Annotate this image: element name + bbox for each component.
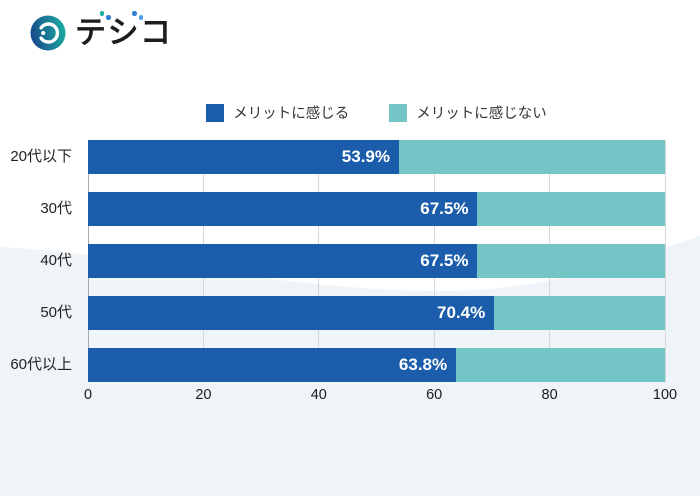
logo-char-ko: コ — [140, 15, 173, 50]
x-tick-label: 20 — [195, 387, 212, 403]
category-label: 50代 — [40, 304, 72, 321]
bar-segment-no-merit — [399, 140, 665, 174]
dakuten-dots-icon — [99, 11, 113, 21]
bar-row: 20代以下 53.9% — [0, 140, 700, 174]
bar-segment-merit: 67.5% — [88, 244, 478, 278]
bar-track: 67.5% — [88, 244, 665, 278]
x-tick-label: 40 — [310, 387, 327, 403]
x-tick-label: 80 — [541, 387, 558, 403]
bar-track: 67.5% — [88, 192, 665, 226]
category-label: 40代 — [40, 252, 72, 269]
dakuten-dots-icon — [132, 11, 145, 21]
bar-segment-no-merit — [456, 348, 665, 382]
category-label: 30代 — [40, 200, 72, 217]
bar-track: 63.8% — [88, 348, 665, 382]
bar-segment-merit: 63.8% — [88, 348, 457, 382]
x-tick-label: 0 — [83, 387, 93, 403]
bar-segment-merit: 67.5% — [88, 192, 478, 226]
value-label: 67.5% — [420, 199, 469, 218]
bar-segment-no-merit — [477, 244, 665, 278]
legend-label: メリットに感じない — [416, 106, 547, 122]
bar-segment-merit: 70.4% — [88, 296, 495, 330]
value-label: 63.8% — [398, 355, 448, 374]
bar-segment-no-merit — [494, 296, 665, 330]
bar-row: 60代以上 63.8% — [0, 348, 700, 382]
logo-char-ji: シ — [108, 11, 143, 51]
legend-swatch-secondary — [389, 103, 408, 122]
bar-track: 70.4% — [88, 296, 665, 330]
bar-track: 53.9% — [88, 140, 665, 174]
legend-item-merit: メリットに感じる — [206, 102, 349, 123]
legend-swatch-primary — [206, 103, 225, 122]
bar-row: 30代 67.5% — [0, 192, 700, 226]
bar-row: 50代 70.4% — [0, 296, 700, 330]
category-label: 60代以上 — [10, 356, 72, 373]
stacked-bar-chart: 20代以下 53.9% 30代 67.5% 40代 67.5% — [0, 140, 700, 382]
legend-label: メリットに感じる — [233, 106, 350, 122]
legend-item-no-merit: メリットに感じない — [389, 102, 547, 123]
digico-logo-icon — [30, 15, 66, 51]
value-label: 53.9% — [341, 147, 390, 166]
value-label: 67.5% — [420, 251, 469, 270]
category-label: 20代以下 — [10, 148, 72, 165]
bar-row: 40代 67.5% — [0, 244, 700, 278]
digico-logo-text: テ シ コ — [75, 11, 173, 51]
x-tick-label: 60 — [426, 387, 443, 403]
x-axis: 0 20 40 60 80 100 — [84, 387, 677, 407]
x-tick-label: 100 — [652, 387, 678, 403]
gridline — [664, 140, 666, 382]
bar-segment-merit: 53.9% — [88, 140, 399, 174]
chart-legend: メリットに感じる メリットに感じない — [88, 102, 665, 123]
bar-segment-no-merit — [477, 192, 665, 226]
digico-logo: テ シ コ — [30, 11, 173, 51]
value-label: 70.4% — [437, 303, 486, 322]
logo-char-de: テ — [75, 11, 111, 51]
